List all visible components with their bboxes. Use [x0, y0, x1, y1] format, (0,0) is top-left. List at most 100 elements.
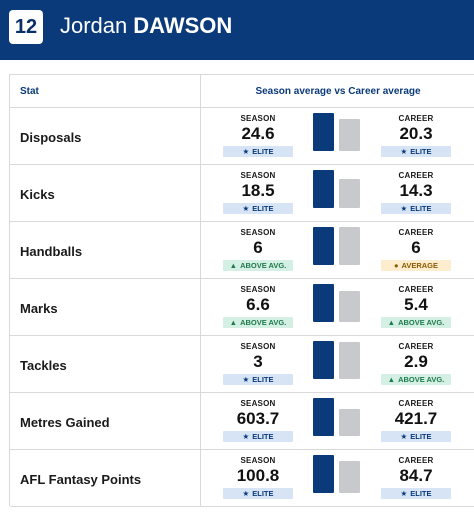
career-rating-badge: ★ ELITE [381, 431, 451, 442]
career-label: CAREER [398, 342, 434, 351]
player-name: Jordan DAWSON [60, 13, 232, 39]
career-bar [339, 461, 360, 493]
season-column: SEASON 3 ★ ELITE [222, 342, 294, 385]
career-rating-text: ELITE [410, 147, 432, 156]
career-label: CAREER [398, 456, 434, 465]
career-column: CAREER 14.3 ★ ELITE [380, 171, 452, 214]
season-value: 6.6 [246, 295, 270, 314]
season-rating-text: ELITE [252, 432, 274, 441]
career-rating-text: ABOVE AVG. [398, 375, 445, 384]
season-column: SEASON 603.7 ★ ELITE [222, 399, 294, 442]
triangle-up-icon: ▲ [229, 318, 238, 327]
player-header: 12 Jordan DAWSON [0, 0, 474, 60]
season-column: SEASON 24.6 ★ ELITE [222, 114, 294, 157]
table-row: Handballs SEASON 6 ▲ ABOVE AVG. CAREER 6 ● AVERA… [10, 222, 474, 279]
career-bar [339, 409, 360, 436]
stat-name: Tackles [20, 358, 67, 373]
career-label: CAREER [398, 171, 434, 180]
career-rating-badge: ▲ ABOVE AVG. [381, 374, 451, 385]
star-icon: ★ [242, 375, 250, 384]
triangle-up-icon: ▲ [387, 375, 396, 384]
season-bar [313, 398, 334, 436]
career-value: 20.3 [399, 124, 433, 143]
career-rating-text: ABOVE AVG. [398, 318, 445, 327]
season-rating-badge: ★ ELITE [223, 488, 293, 499]
season-rating-text: ELITE [252, 489, 274, 498]
table-row: Metres Gained SEASON 603.7 ★ ELITE CAREER 421.… [10, 393, 474, 450]
season-rating-text: ABOVE AVG. [240, 261, 287, 270]
season-label: SEASON [240, 399, 276, 408]
career-value: 5.4 [404, 295, 428, 314]
career-rating-badge: ▲ ABOVE AVG. [381, 317, 451, 328]
season-bar [313, 455, 334, 493]
star-icon: ★ [400, 432, 408, 441]
career-label: CAREER [398, 399, 434, 408]
stats-comparison-table: Stat Season average vs Career average Di… [9, 74, 474, 507]
triangle-up-icon: ▲ [229, 261, 238, 270]
star-icon: ★ [242, 489, 250, 498]
table-row: AFL Fantasy Points SEASON 100.8 ★ ELITE CAREE… [10, 450, 474, 507]
season-bar [313, 227, 334, 265]
season-bar [313, 284, 334, 322]
season-column: SEASON 6 ▲ ABOVE AVG. [222, 228, 294, 271]
stat-name: Metres Gained [20, 415, 110, 430]
season-value: 18.5 [241, 181, 275, 200]
career-value: 2.9 [404, 352, 428, 371]
season-value: 603.7 [236, 409, 280, 428]
stat-name: Kicks [20, 187, 55, 202]
career-label: CAREER [398, 285, 434, 294]
season-rating-text: ABOVE AVG. [240, 318, 287, 327]
season-value: 24.6 [241, 124, 275, 143]
jersey-number-badge: 12 [9, 10, 43, 44]
triangle-up-icon: ▲ [387, 318, 396, 327]
season-column: SEASON 6.6 ▲ ABOVE AVG. [222, 285, 294, 328]
season-bar [313, 341, 334, 379]
player-last-name: DAWSON [133, 13, 233, 38]
stat-name: Disposals [20, 130, 82, 145]
career-bar [339, 342, 360, 379]
career-column: CAREER 5.4 ▲ ABOVE AVG. [380, 285, 452, 328]
season-value: 6 [253, 238, 263, 257]
table-header: Stat Season average vs Career average [10, 75, 474, 108]
career-rating-text: ELITE [410, 489, 432, 498]
player-first-name: Jordan [60, 13, 128, 38]
star-icon: ★ [242, 204, 250, 213]
career-column: CAREER 6 ● AVERAGE [380, 228, 452, 271]
career-rating-badge: ★ ELITE [381, 488, 451, 499]
star-icon: ★ [400, 489, 408, 498]
stat-name: Handballs [20, 244, 83, 259]
comparison-column-header: Season average vs Career average [255, 86, 421, 97]
stat-name: AFL Fantasy Points [20, 472, 142, 487]
season-label: SEASON [240, 342, 276, 351]
career-column: CAREER 2.9 ▲ ABOVE AVG. [380, 342, 452, 385]
season-rating-badge: ▲ ABOVE AVG. [223, 317, 293, 328]
season-label: SEASON [240, 228, 276, 237]
stat-column-header: Stat [20, 86, 39, 97]
season-label: SEASON [240, 171, 276, 180]
star-icon: ★ [242, 147, 250, 156]
season-label: SEASON [240, 114, 276, 123]
season-bar [313, 113, 334, 151]
season-column: SEASON 18.5 ★ ELITE [222, 171, 294, 214]
season-rating-badge: ★ ELITE [223, 146, 293, 157]
season-column: SEASON 100.8 ★ ELITE [222, 456, 294, 499]
career-value: 14.3 [399, 181, 433, 200]
career-bar [339, 119, 360, 151]
career-rating-text: AVERAGE [401, 261, 439, 270]
season-bar [313, 170, 334, 208]
career-rating-badge: ★ ELITE [381, 146, 451, 157]
season-rating-text: ELITE [252, 375, 274, 384]
season-rating-badge: ▲ ABOVE AVG. [223, 260, 293, 271]
season-rating-badge: ★ ELITE [223, 374, 293, 385]
season-label: SEASON [240, 456, 276, 465]
season-rating-text: ELITE [252, 147, 274, 156]
table-row: Tackles SEASON 3 ★ ELITE CAREER 2.9 ▲ ABOVE AVG. [10, 336, 474, 393]
table-row: Disposals SEASON 24.6 ★ ELITE CAREER 20.3 ★ ELIT… [10, 108, 474, 165]
season-value: 100.8 [236, 466, 280, 485]
table-row: Kicks SEASON 18.5 ★ ELITE CAREER 14.3 ★ ELITE [10, 165, 474, 222]
season-rating-text: ELITE [252, 204, 274, 213]
career-column: CAREER 84.7 ★ ELITE [380, 456, 452, 499]
career-rating-text: ELITE [410, 204, 432, 213]
career-label: CAREER [398, 114, 434, 123]
career-bar [339, 179, 360, 208]
